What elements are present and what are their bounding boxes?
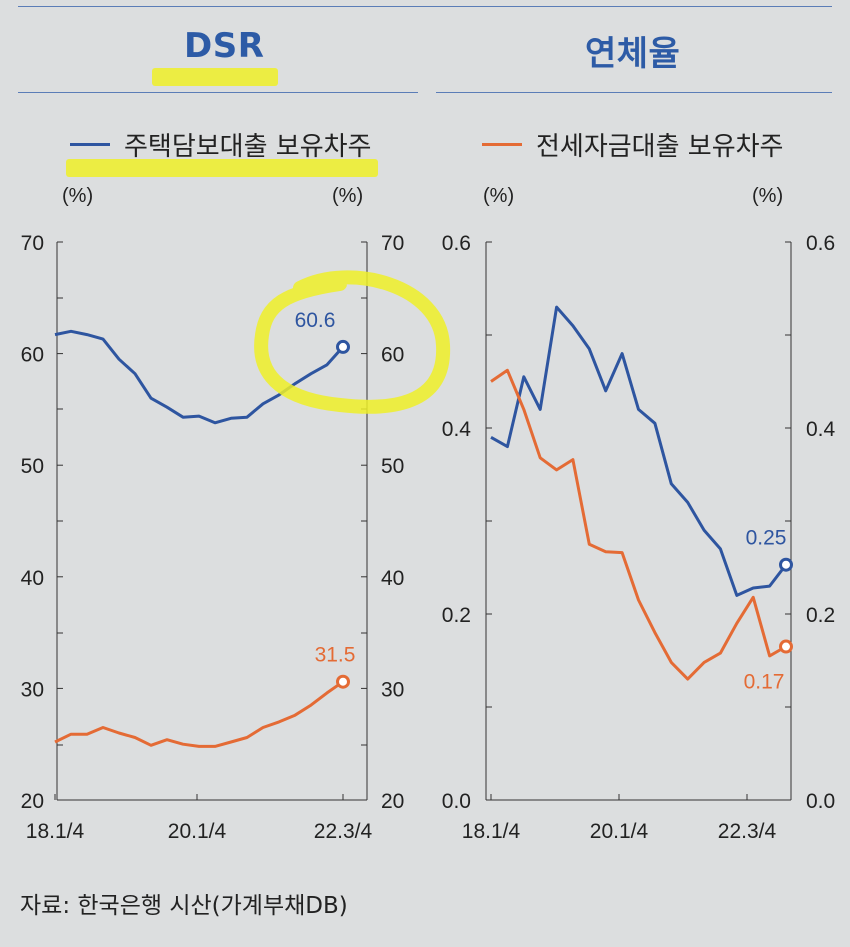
x-tick-label: 22.3/4: [314, 820, 373, 843]
mortgage-end-value-label: 0.25: [746, 527, 787, 550]
top-divider: [18, 6, 832, 7]
y-tick-label-right: 30: [381, 678, 404, 701]
delinquency-chart: 0.6 0.6 0.4 0.4 0.2 0.2 0.0 0.0 18.1/4 20.1/4 22.3…: [442, 232, 836, 843]
dsr-chart: 70 70 60 60 50 50 40 40 30 30 20 20 18.1/4 20.1/4 22.3…: [21, 232, 405, 843]
y-tick-label-left: 50: [21, 455, 44, 478]
legend-mortgage-label: 주택담보대출 보유차주: [124, 132, 372, 162]
highlight-legend: [66, 159, 378, 177]
jeonse-end-marker: [336, 674, 350, 689]
highlight-dsr-title: [152, 68, 278, 86]
y-tick-label-right: 0.0: [806, 790, 835, 813]
y-tick-label-right: 0.6: [806, 232, 835, 255]
y-tick-label-right: 60: [381, 344, 404, 367]
mortgage-end-value-label: 60.6: [295, 309, 336, 332]
y-tick-label-left: 40: [21, 567, 44, 590]
y-tick-label-left: 0.0: [442, 790, 471, 813]
dsr-title-underline: [18, 92, 418, 93]
dsr-right-unit: (%): [332, 185, 364, 207]
delinquency-left-unit: (%): [483, 185, 515, 207]
x-tick-label: 22.3/4: [718, 820, 777, 843]
dsr-left-unit: (%): [62, 185, 94, 207]
jeonse-end-value-label: 0.17: [744, 671, 785, 694]
dsr-panel-title: DSR: [184, 26, 265, 66]
y-tick-label-left: 30: [21, 678, 44, 701]
legend-jeonse: 전세자금대출 보유차주: [482, 126, 783, 163]
x-tick-label: 20.1/4: [168, 820, 227, 843]
y-tick-label-left: 20: [21, 790, 44, 813]
y-tick-label-right: 50: [381, 455, 404, 478]
delinquency-panel-title: 연체율: [585, 34, 681, 74]
y-tick-label-right: 0.2: [806, 604, 835, 627]
y-tick-label-left: 60: [21, 344, 44, 367]
y-tick-label-left: 0.2: [442, 604, 471, 627]
mortgage-series-line: [490, 305, 788, 597]
x-tick-label: 18.1/4: [462, 820, 521, 843]
mortgage-end-marker: [779, 557, 793, 572]
delinquency-right-unit: (%): [752, 185, 784, 207]
mortgage-series-line: [54, 329, 345, 425]
x-tick-label: 20.1/4: [590, 820, 649, 843]
y-tick-label-left: 70: [21, 232, 44, 255]
legend-mortgage: 주택담보대출 보유차주: [70, 126, 371, 163]
jeonse-series-line: [54, 680, 344, 748]
y-tick-label-left: 0.6: [442, 232, 471, 255]
delinquency-title-underline: [436, 92, 832, 93]
jeonse-end-marker: [779, 639, 793, 654]
legend-jeonse-swatch: [482, 143, 522, 146]
jeonse-end-value-label: 31.5: [315, 644, 356, 667]
y-tick-label-left: 0.4: [442, 418, 472, 441]
y-tick-label-right: 0.4: [806, 418, 836, 441]
y-tick-label-right: 70: [381, 232, 404, 255]
y-tick-label-right: 40: [381, 567, 404, 590]
legend-jeonse-label: 전세자금대출 보유차주: [536, 132, 784, 162]
y-tick-label-right: 20: [381, 790, 404, 813]
jeonse-series-line: [490, 368, 787, 681]
mortgage-end-marker: [336, 339, 350, 354]
x-tick-label: 18.1/4: [26, 820, 85, 843]
source-note: 자료: 한국은행 시산(가계부채DB): [20, 893, 348, 919]
legend-mortgage-swatch: [70, 143, 110, 146]
